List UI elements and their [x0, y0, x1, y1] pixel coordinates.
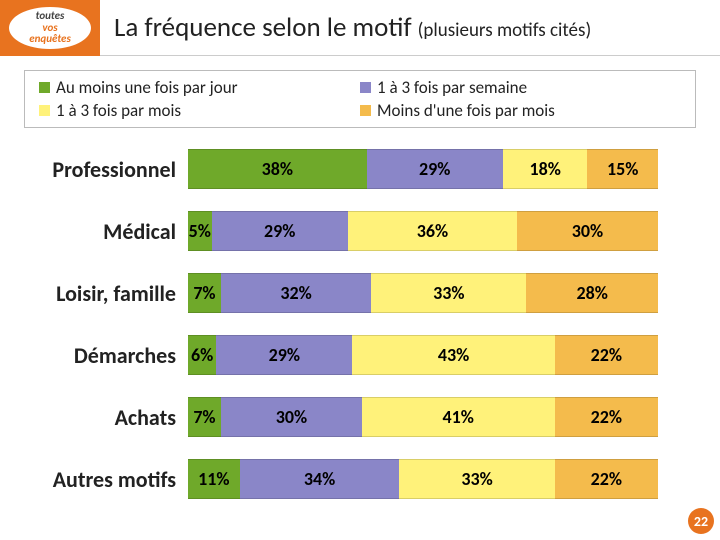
logo-line1: toutes	[36, 10, 65, 22]
bar-segment: 5%	[188, 211, 212, 251]
page-number: 22	[694, 513, 708, 530]
bar-segment: 30%	[221, 397, 362, 437]
bar-segment: 29%	[216, 335, 352, 375]
bar-segment: 7%	[188, 397, 221, 437]
bar-segment: 36%	[348, 211, 517, 251]
legend-swatch	[39, 105, 50, 116]
row-label: Achats	[0, 404, 188, 431]
bar-segment: 41%	[362, 397, 555, 437]
bar-segment: 11%	[188, 459, 240, 499]
stacked-bar: 5%29%36%30%	[188, 211, 658, 251]
logo-badge: toutes vos enquêtes	[0, 0, 100, 56]
stacked-bar: 38%29%18%15%	[188, 149, 658, 189]
row-label: Autres motifs	[0, 466, 188, 493]
stacked-bar: 7%30%41%22%	[188, 397, 658, 437]
legend-item: 1 à 3 fois par mois	[39, 100, 360, 121]
bar-segment: 34%	[240, 459, 400, 499]
legend-swatch	[360, 105, 371, 116]
logo-text: toutes vos enquêtes	[8, 6, 92, 50]
bar-segment: 6%	[188, 335, 216, 375]
stacked-bar: 6%29%43%22%	[188, 335, 658, 375]
row-label: Loisir, famille	[0, 280, 188, 307]
legend-swatch	[360, 82, 371, 93]
row-label: Démarches	[0, 342, 188, 369]
stacked-bar: 11%34%33%22%	[188, 459, 658, 499]
logo-line3: enquêtes	[29, 33, 71, 45]
header: toutes vos enquêtes La fréquence selon l…	[0, 0, 720, 56]
bar-segment: 29%	[367, 149, 503, 189]
bar-segment: 33%	[399, 459, 554, 499]
chart-row: Loisir, famille7%32%33%28%	[0, 262, 708, 324]
bar-segment: 33%	[371, 273, 526, 313]
legend-item: 1 à 3 fois par semaine	[360, 77, 681, 98]
bar-segment: 15%	[587, 149, 658, 189]
stacked-bar-chart: Professionnel38%29%18%15%Médical5%29%36%…	[0, 138, 720, 510]
title-sub: (plusieurs motifs cités)	[418, 19, 592, 42]
legend-label: Au moins une fois par jour	[56, 77, 238, 98]
chart-row: Achats7%30%41%22%	[0, 386, 708, 448]
chart-row: Médical5%29%36%30%	[0, 200, 708, 262]
stacked-bar: 7%32%33%28%	[188, 273, 658, 313]
bar-segment: 43%	[352, 335, 554, 375]
title-main: La fréquence selon le motif	[114, 11, 412, 44]
legend-item: Moins d'une fois par mois	[360, 100, 681, 121]
bar-segment: 22%	[555, 335, 658, 375]
chart-row: Autres motifs11%34%33%22%	[0, 448, 708, 510]
title: La fréquence selon le motif (plusieurs m…	[100, 11, 720, 44]
bar-segment: 38%	[188, 149, 367, 189]
legend-label: 1 à 3 fois par semaine	[377, 77, 527, 98]
bar-segment: 22%	[555, 397, 658, 437]
page-number-badge: 22	[688, 508, 714, 534]
bar-segment: 28%	[526, 273, 658, 313]
legend-label: 1 à 3 fois par mois	[56, 100, 181, 121]
chart-row: Professionnel38%29%18%15%	[0, 138, 708, 200]
bar-segment: 22%	[555, 459, 658, 499]
bar-segment: 30%	[517, 211, 658, 251]
chart-row: Démarches6%29%43%22%	[0, 324, 708, 386]
legend: Au moins une fois par jour1 à 3 fois par…	[24, 70, 696, 128]
bar-segment: 32%	[221, 273, 371, 313]
legend-label: Moins d'une fois par mois	[377, 100, 555, 121]
bar-segment: 7%	[188, 273, 221, 313]
bar-segment: 29%	[212, 211, 348, 251]
row-label: Médical	[0, 218, 188, 245]
legend-swatch	[39, 82, 50, 93]
row-label: Professionnel	[0, 156, 188, 183]
legend-item: Au moins une fois par jour	[39, 77, 360, 98]
bar-segment: 18%	[503, 149, 588, 189]
